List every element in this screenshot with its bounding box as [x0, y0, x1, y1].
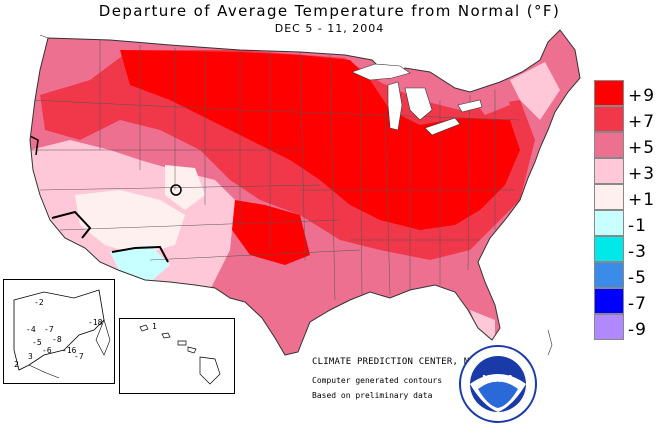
legend-swatch — [594, 288, 624, 314]
legend-item: -9 — [594, 314, 654, 340]
legend-item: +1 — [594, 184, 654, 210]
legend-item: +9 — [594, 80, 654, 106]
alaska-map — [13, 289, 111, 379]
lake-michigan — [387, 81, 403, 131]
credit-source: CLIMATE PREDICTION CENTER, NOAA — [312, 357, 487, 367]
legend-label: -9 — [628, 320, 647, 340]
legend-item: +7 — [594, 106, 654, 132]
hawaii-label: 1 — [152, 322, 157, 331]
alaska-label: -6 — [42, 346, 52, 355]
legend-item: +3 — [594, 158, 654, 184]
alaska-label: 3 — [28, 352, 33, 361]
lake-ontario — [457, 99, 483, 113]
hawaii-inset: 1 — [119, 318, 235, 394]
contour-plus1-southwest — [75, 190, 185, 255]
legend-swatch — [594, 132, 624, 158]
credit-method: Computer generated contours — [312, 376, 443, 385]
legend-label: -5 — [628, 268, 647, 288]
noaa-logo: NOAA — [459, 345, 537, 423]
legend-item: +5 — [594, 132, 654, 158]
legend-swatch — [594, 158, 624, 184]
alaska-label: -8 — [52, 335, 62, 344]
legend-item: -5 — [594, 262, 654, 288]
legend-label: +1 — [628, 190, 656, 210]
alaska-label: -7 — [44, 325, 54, 334]
legend-item: -1 — [594, 210, 654, 236]
map-title: Departure of Average Temperature from No… — [98, 2, 561, 20]
legend-label: +7 — [628, 112, 656, 132]
legend-label: -3 — [628, 242, 647, 262]
legend-swatch — [594, 262, 624, 288]
legend-label: -7 — [628, 294, 647, 314]
legend-swatch — [594, 80, 624, 106]
legend-label: +9 — [628, 86, 656, 106]
legend-label: +3 — [628, 164, 656, 184]
legend-label: -1 — [628, 216, 647, 236]
legend-label: +5 — [628, 138, 656, 158]
legend-swatch — [594, 210, 624, 236]
alaska-label: -4 — [26, 325, 36, 334]
alaska-label: -18 — [88, 318, 103, 327]
legend-item: -7 — [594, 288, 654, 314]
alaska-label: -5 — [32, 338, 42, 347]
contour-plus9-core — [120, 50, 520, 230]
alaska-label: -2 — [34, 298, 44, 307]
alaska-label: -16 — [62, 346, 77, 355]
lake-erie — [424, 117, 461, 136]
map-subtitle: DEC 5 - 11, 2004 — [274, 22, 385, 35]
legend-item: -3 — [594, 236, 654, 262]
alaska-label: 2 — [14, 360, 19, 369]
legend: +9 +7 +5 +3 +1 -1 -3 -5 -7 -9 — [594, 80, 654, 340]
logo-text: NOAA — [482, 374, 514, 385]
legend-swatch — [594, 106, 624, 132]
alaska-label: -7 — [74, 352, 84, 361]
lake-huron — [404, 87, 433, 121]
legend-swatch — [594, 314, 624, 340]
lake-superior — [351, 63, 411, 81]
alaska-inset: -2 -4 -7 -18 -5 -8 -6 -16 3 -7 2 — [3, 279, 115, 384]
credit-note: Based on preliminary data — [312, 391, 433, 400]
legend-swatch — [594, 236, 624, 262]
contour-zero-line — [51, 210, 92, 239]
hawaii-map — [139, 324, 221, 385]
legend-swatch — [594, 184, 624, 210]
